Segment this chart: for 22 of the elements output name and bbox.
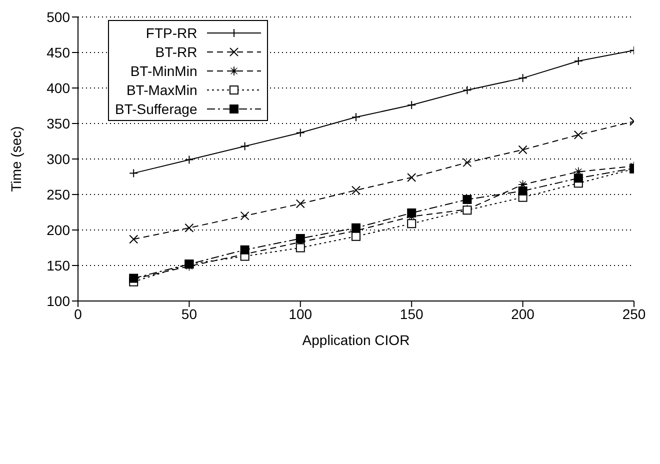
y-tick-label: 450	[46, 44, 70, 60]
legend-label: BT-MinMin	[130, 62, 198, 78]
y-tick-label: 200	[46, 222, 70, 238]
x-tick-label: 50	[181, 306, 198, 322]
y-tick-label: 150	[46, 257, 70, 274]
x-tick-label: 150	[400, 306, 424, 322]
x-tick-label: 0	[74, 306, 82, 322]
legend-label: BT-RR	[155, 44, 198, 60]
y-tick-label: 300	[46, 150, 70, 167]
y-axis-title: Time (sec)	[8, 126, 24, 192]
x-axis-title: Application CIOR	[302, 332, 410, 348]
x-tick-label: 100	[288, 306, 312, 322]
legend-label: BT-MaxMin	[126, 82, 198, 98]
legend-label: FTP-RR	[146, 24, 198, 40]
x-tick-label: 200	[511, 306, 535, 322]
x-tick-label: 250	[622, 306, 646, 322]
legend-label: BT-Sufferage	[115, 100, 198, 116]
y-tick-label: 500	[46, 8, 70, 25]
y-tick-label: 400	[46, 80, 70, 96]
y-tick-label: 250	[46, 186, 70, 202]
y-tick-label: 350	[46, 115, 70, 132]
y-tick-label: 100	[46, 292, 70, 309]
